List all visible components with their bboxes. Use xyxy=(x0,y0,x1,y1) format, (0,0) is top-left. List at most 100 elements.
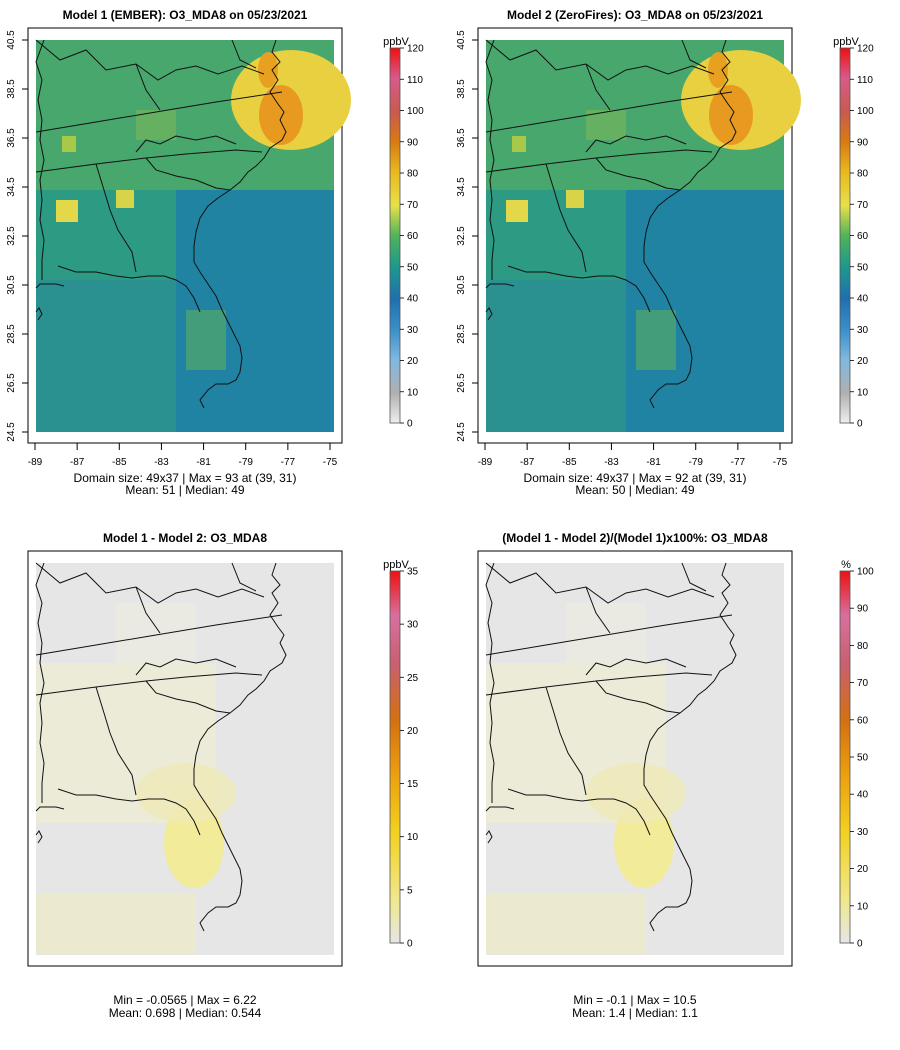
colorbar-tick-label: 90 xyxy=(857,604,869,615)
colorbar-tick-label: 90 xyxy=(407,137,419,148)
colorbar-tick-label: 20 xyxy=(407,726,419,737)
panel-title: Model 2 (ZeroFires): O3_MDA8 on 05/23/20… xyxy=(507,8,763,22)
x-tick-label: -75 xyxy=(773,457,788,468)
colorbar-tick-label: 0 xyxy=(857,939,863,950)
colorbar-tick-label: 40 xyxy=(857,790,869,801)
colorbar-tick-label: 0 xyxy=(857,419,863,430)
x-tick-label: -77 xyxy=(281,457,296,468)
colorbar-tick-label: 10 xyxy=(857,387,869,398)
panel-title: Model 1 (EMBER): O3_MDA8 on 05/23/2021 xyxy=(63,8,308,22)
stats-line-1: Domain size: 49x37 | Max = 93 at (39, 31… xyxy=(74,471,297,485)
y-tick-label: 40.5 xyxy=(456,30,467,50)
colorbar-tick-label: 30 xyxy=(407,325,419,336)
y-tick-label: 32.5 xyxy=(6,226,17,246)
colorbar-tick-label: 10 xyxy=(407,832,419,843)
colorbar-tick-label: 40 xyxy=(857,294,869,305)
colorbar: ppbV 0 5 10 15 20 25 30 35 xyxy=(383,559,418,950)
colorbar-unit: ppbV xyxy=(833,36,859,48)
colorbar-tick-label: 70 xyxy=(857,678,869,689)
y-tick-label: 32.5 xyxy=(456,226,467,246)
colorbar-tick-label: 15 xyxy=(407,779,419,790)
heatmap-field xyxy=(35,562,334,955)
panel-p4: (Model 1 - Model 2)/(Model 1)x100%: O3_M… xyxy=(477,531,874,1020)
x-tick-label: -89 xyxy=(28,457,43,468)
colorbar-tick-label: 0 xyxy=(407,419,413,430)
y-tick-label: 28.5 xyxy=(456,324,467,344)
colorbar-tick-label: 35 xyxy=(407,567,419,578)
x-tick-label: -79 xyxy=(688,457,703,468)
colorbar-tick-label: 60 xyxy=(857,715,869,726)
heatmap-field xyxy=(35,39,351,432)
colorbar-tick-label: 80 xyxy=(857,169,869,180)
colorbar-unit: ppbV xyxy=(383,36,409,48)
stats-line-2: Mean: 1.4 | Median: 1.1 xyxy=(572,1006,698,1020)
heatmap-field xyxy=(485,39,801,432)
y-tick-label: 30.5 xyxy=(6,275,17,295)
colorbar-tick-label: 120 xyxy=(857,44,874,55)
stats-line-2: Mean: 50 | Median: 49 xyxy=(575,483,695,497)
colorbar-tick-label: 110 xyxy=(857,75,873,86)
stats-line-1: Min = -0.0565 | Max = 6.22 xyxy=(113,993,257,1007)
panel-title: Model 1 - Model 2: O3_MDA8 xyxy=(103,531,267,545)
colorbar-tick-label: 30 xyxy=(407,620,419,631)
y-tick-label: 36.5 xyxy=(6,128,17,148)
colorbar-tick-label: 100 xyxy=(857,567,874,578)
y-tick-label: 24.5 xyxy=(6,422,17,442)
x-tick-label: -75 xyxy=(323,457,338,468)
y-tick-label: 26.5 xyxy=(6,373,17,393)
colorbar-tick-label: 60 xyxy=(407,231,419,242)
x-tick-label: -81 xyxy=(196,457,211,468)
colorbar-tick-label: 110 xyxy=(407,75,423,86)
x-tick-label: -87 xyxy=(70,457,85,468)
colorbar-tick-label: 25 xyxy=(407,673,419,684)
colorbar-tick-label: 70 xyxy=(857,200,869,211)
colorbar-tick-label: 90 xyxy=(857,137,869,148)
colorbar-tick-label: 20 xyxy=(857,864,869,875)
panel-p2: Model 2 (ZeroFires): O3_MDA8 on 05/23/20… xyxy=(456,8,874,497)
y-tick-label: 34.5 xyxy=(6,177,17,197)
x-tick-label: -79 xyxy=(238,457,253,468)
panel-title: (Model 1 - Model 2)/(Model 1)x100%: O3_M… xyxy=(502,531,768,545)
colorbar-tick-label: 0 xyxy=(407,939,413,950)
stats-line-2: Mean: 0.698 | Median: 0.544 xyxy=(109,1006,262,1020)
colorbar-unit: % xyxy=(841,559,851,571)
y-tick-label: 34.5 xyxy=(456,177,467,197)
colorbar: ppbV 0 10 20 30 40 50 60 70 80 90 100 110 120 xyxy=(833,36,874,430)
x-tick-label: -85 xyxy=(112,457,127,468)
y-tick-label: 40.5 xyxy=(6,30,17,50)
colorbar-tick-label: 10 xyxy=(857,901,869,912)
panel-p1: Model 1 (EMBER): O3_MDA8 on 05/23/2021 -8… xyxy=(6,8,424,497)
y-tick-label: 38.5 xyxy=(456,79,467,99)
colorbar-tick-label: 50 xyxy=(857,262,869,273)
heatmap-field xyxy=(485,562,784,955)
colorbar-tick-label: 40 xyxy=(407,294,419,305)
colorbar: ppbV 0 10 20 30 40 50 60 70 80 90 100 110 120 xyxy=(383,36,424,430)
stats-line-1: Min = -0.1 | Max = 10.5 xyxy=(573,993,697,1007)
stats-line-1: Domain size: 49x37 | Max = 92 at (39, 31… xyxy=(524,471,747,485)
colorbar-tick-label: 20 xyxy=(857,356,869,367)
colorbar-tick-label: 120 xyxy=(407,44,424,55)
colorbar-tick-label: 100 xyxy=(857,106,874,117)
colorbar-unit: ppbV xyxy=(383,559,409,571)
x-tick-label: -87 xyxy=(520,457,535,468)
colorbar-tick-label: 60 xyxy=(857,231,869,242)
colorbar-tick-label: 30 xyxy=(857,827,869,838)
x-tick-label: -83 xyxy=(604,457,619,468)
colorbar-tick-label: 50 xyxy=(857,753,869,764)
y-tick-label: 36.5 xyxy=(456,128,467,148)
colorbar-tick-label: 80 xyxy=(407,169,419,180)
colorbar-tick-label: 100 xyxy=(407,106,424,117)
colorbar-tick-label: 5 xyxy=(407,885,413,896)
colorbar-tick-label: 30 xyxy=(857,325,869,336)
panel-p3: Model 1 - Model 2: O3_MDA8 ppbV 0 5 10 15 20 25… xyxy=(27,531,419,1020)
x-tick-label: -77 xyxy=(731,457,746,468)
colorbar-tick-label: 20 xyxy=(407,356,419,367)
y-tick-label: 28.5 xyxy=(6,324,17,344)
x-tick-label: -85 xyxy=(562,457,577,468)
y-tick-label: 30.5 xyxy=(456,275,467,295)
colorbar: % 0 10 20 30 40 50 60 70 80 90 100 xyxy=(839,559,874,950)
colorbar-tick-label: 80 xyxy=(857,641,869,652)
y-tick-label: 38.5 xyxy=(6,79,17,99)
x-tick-label: -83 xyxy=(154,457,169,468)
